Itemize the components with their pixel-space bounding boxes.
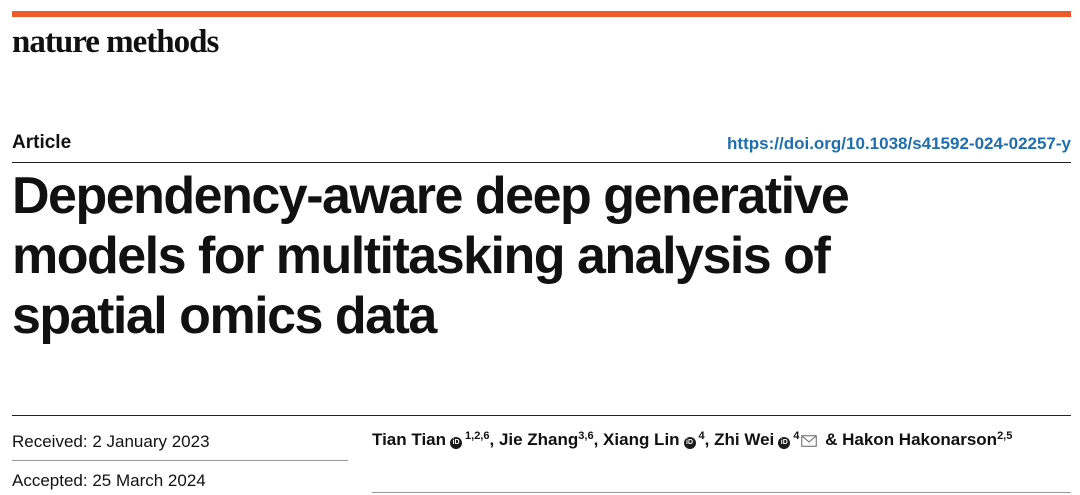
orcid-icon[interactable]: iD [778,437,791,449]
orcid-icon[interactable]: iD [683,437,696,449]
author-name[interactable]: Zhi Wei [714,430,775,449]
author-affiliation: 3,6 [578,430,594,442]
title-divider [12,415,1071,416]
author-separator: , [593,430,604,449]
author-separator: , [489,430,499,449]
orcid-icon[interactable]: iD [450,437,463,449]
author-name[interactable]: Hakon Hakonarson [842,430,998,449]
author-affiliation: 4 [698,430,705,442]
header-divider [12,162,1071,163]
envelope-icon[interactable] [801,435,818,447]
article-type: Article [12,132,72,153]
received-label: Received: [12,432,88,451]
received-date: Received: 2 January 2023 [12,432,210,452]
article-title: Dependency-aware deep generative models … [12,167,850,345]
doi-link[interactable]: https://doi.org/10.1038/s41592-024-02257… [727,134,1071,153]
accepted-label: Accepted: [12,471,88,490]
author-list: Tian Tian iD1,2,6, Jie Zhang3,6, Xiang Li… [372,430,1012,450]
author-separator: & [820,430,843,449]
author-affiliation: 4 [793,430,800,442]
author-name[interactable]: Xiang Lin [603,430,680,449]
author-name[interactable]: Tian Tian [372,430,447,449]
received-value: 2 January 2023 [92,432,210,451]
accepted-value: 25 March 2024 [92,471,206,490]
dates-divider [12,460,348,461]
author-separator: , [704,430,715,449]
accepted-date: Accepted: 25 March 2024 [12,471,206,491]
journal-accent-bar [12,11,1071,17]
journal-name: nature methods [12,24,219,60]
authors-divider [372,492,1071,493]
author-affiliation: 2,5 [997,430,1013,442]
author-name[interactable]: Jie Zhang [498,430,579,449]
author-affiliation: 1,2,6 [465,430,490,442]
